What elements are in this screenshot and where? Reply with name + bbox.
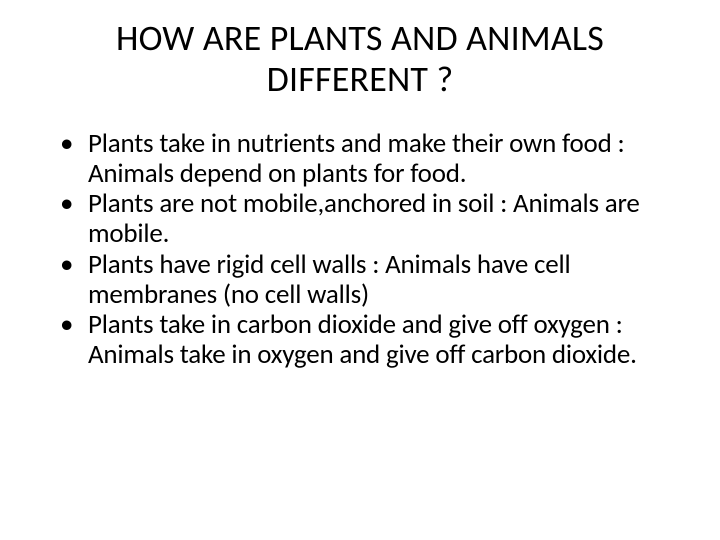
list-item: Plants take in carbon dioxide and give o… [60,310,670,370]
slide-title: HOW ARE PLANTS AND ANIMALS DIFFERENT ? [40,18,680,101]
slide: HOW ARE PLANTS AND ANIMALS DIFFERENT ? P… [0,0,720,540]
list-item: Plants take in nutrients and make their … [60,129,670,189]
list-item: Plants have rigid cell walls : Animals h… [60,250,670,310]
list-item: Plants are not mobile,anchored in soil :… [60,189,670,249]
bullet-list: Plants take in nutrients and make their … [40,129,680,371]
